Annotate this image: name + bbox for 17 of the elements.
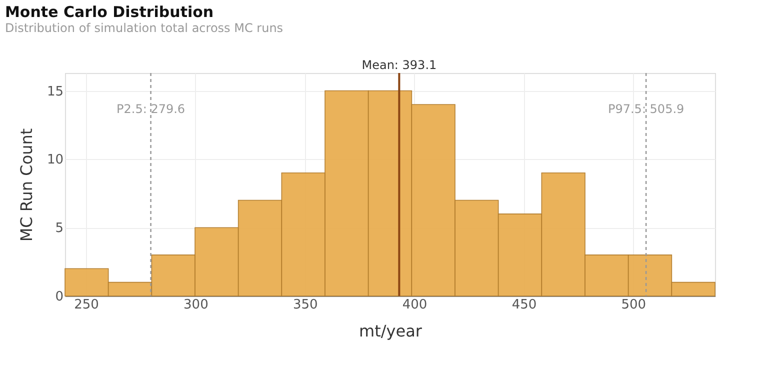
x-tick-label: 500: [621, 298, 646, 312]
chart-title: Monte Carlo Distribution: [5, 3, 214, 21]
x-tick-label: 300: [184, 298, 208, 312]
x-tick-label: 450: [512, 298, 537, 312]
ref-line-label: Mean: 393.1: [362, 58, 437, 72]
ref-line-label: P2.5: 279.6: [116, 102, 186, 116]
y-tick-label: 15: [46, 84, 64, 100]
y-tick-label: 10: [46, 152, 64, 168]
x-tick-label: 250: [74, 298, 99, 312]
y-tick-label: 0: [55, 290, 64, 304]
y-tick-label: 5: [55, 221, 64, 236]
ref-line-label: P97.5: 505.9: [608, 102, 684, 116]
x-tick-label: 350: [292, 298, 318, 312]
x-axis-title: mt/year: [359, 322, 422, 340]
x-tick-label: 400: [402, 298, 428, 312]
y-axis-title: MC Run Count: [16, 128, 36, 242]
chart-subtitle: Distribution of simulation total across MC runs: [5, 21, 284, 35]
